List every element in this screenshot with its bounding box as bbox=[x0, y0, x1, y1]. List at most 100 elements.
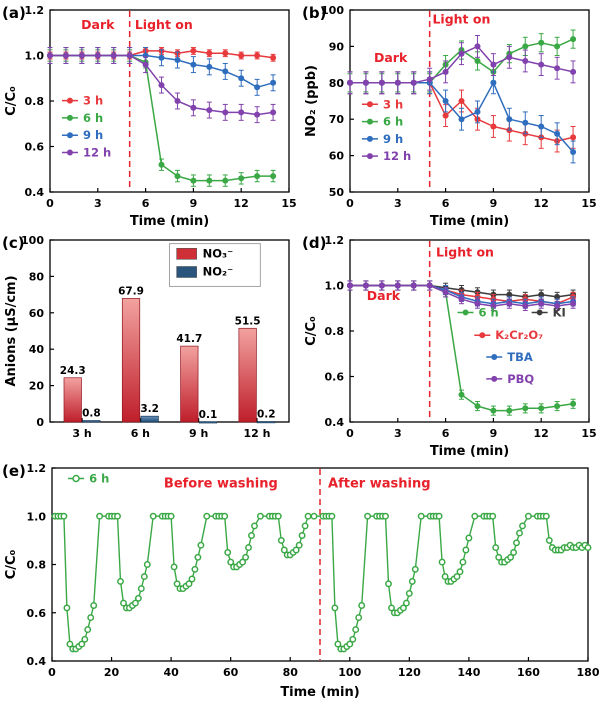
legend-item-9-h: 9 h bbox=[61, 128, 103, 142]
bar bbox=[257, 421, 276, 424]
legend-swatch bbox=[176, 266, 197, 278]
y-tick-label: 0.6 bbox=[25, 141, 45, 154]
y-tick-label: 1.0 bbox=[25, 50, 45, 63]
bar-value-label: 41.7 bbox=[176, 333, 202, 345]
legend-item-3-h: 3 h bbox=[361, 97, 403, 111]
bar bbox=[140, 415, 159, 423]
legend-item-tba: TBA bbox=[486, 350, 533, 364]
legend-label: 3 h bbox=[83, 94, 103, 108]
panel-c-plot: 3 h 6 h 9 h 12 h 0 20 40 60 80 100 Anions (μS/cm) 2… bbox=[2, 234, 290, 440]
legend-item-3-h: 3 h bbox=[61, 94, 103, 108]
y-tick-label: 0.4 bbox=[325, 416, 345, 429]
legend-label: TBA bbox=[507, 350, 533, 364]
legend-label: 9 h bbox=[83, 128, 103, 142]
y-axis-title: C/C₀ bbox=[4, 549, 19, 579]
x-tick-label: 6 bbox=[142, 197, 150, 210]
x-tick-label: 100 bbox=[338, 666, 361, 679]
y-tick-label: 50 bbox=[329, 186, 345, 199]
panel-label: (e) bbox=[2, 462, 26, 480]
legend-label: NO₂⁻ bbox=[203, 264, 234, 278]
series-6-h bbox=[51, 512, 592, 653]
x-tick-label: 12 bbox=[234, 197, 249, 210]
panel-label: (d) bbox=[302, 234, 326, 252]
panel-a-plot: 0 3 6 9 12 15 0.4 0.6 0.8 1.0 1.2 Time (min) C/C₀ 3 h… bbox=[2, 4, 297, 229]
y-tick-label: 0.4 bbox=[25, 186, 45, 199]
panel-d-plot: 0 3 6 9 12 15 0.4 0.6 0.8 1.0 1.2 Time (min) C/C₀ 6 h… bbox=[302, 234, 597, 459]
x-tick-label: 9 bbox=[190, 197, 198, 210]
legend-marker-icon bbox=[66, 114, 73, 121]
x-tick-label: 9 bbox=[490, 197, 498, 210]
bar-value-label: 24.3 bbox=[60, 365, 86, 377]
panel-label: (b) bbox=[302, 4, 326, 22]
y-tick-label: 100 bbox=[21, 234, 44, 247]
annotation: Dark bbox=[367, 288, 401, 303]
legend-label: 9 h bbox=[383, 132, 403, 146]
x-tick-label: 0 bbox=[46, 197, 54, 210]
bar-value-label: 0.8 bbox=[82, 408, 101, 420]
legend-swatch bbox=[176, 247, 197, 260]
panel-label: (c) bbox=[2, 234, 25, 252]
y-tick-label: 90 bbox=[329, 40, 345, 53]
legend-marker-icon bbox=[72, 474, 80, 483]
x-axis-title: Time (min) bbox=[280, 685, 359, 700]
y-tick-label: 1.0 bbox=[325, 280, 345, 293]
annotation: Dark bbox=[374, 50, 408, 65]
annotation: Light on bbox=[436, 244, 494, 259]
legend-label: PBQ bbox=[507, 372, 534, 386]
bar bbox=[63, 377, 82, 423]
axis-ticks: 0 20 40 60 80 100 120 140 160 180 0.4 0.6 0.8 1.0 1.2 bbox=[27, 462, 600, 679]
legend-item-12-h: 12 h bbox=[61, 146, 111, 160]
x-tick-label: 15 bbox=[581, 197, 596, 210]
legend-box bbox=[169, 243, 261, 287]
series-pbq bbox=[347, 280, 577, 312]
legend-item-6-h: 6 h bbox=[61, 111, 103, 125]
legend-marker-icon bbox=[366, 153, 373, 160]
series-12-h bbox=[347, 34, 577, 95]
legend-label: 6 h bbox=[83, 111, 103, 125]
bar-series-no: 24.3 67.9 41.7 51.5 bbox=[60, 285, 261, 423]
legend-marker-icon bbox=[491, 354, 498, 361]
legend-label: 6 h bbox=[383, 115, 403, 129]
y-tick-label: 60 bbox=[329, 150, 345, 163]
legend-marker-icon bbox=[366, 118, 373, 125]
x-tick-label: 160 bbox=[517, 666, 540, 679]
legend-label: 12 h bbox=[83, 146, 111, 160]
bar-series-no: 0.8 3.2 0.1 0.2 bbox=[82, 403, 276, 424]
x-tick-label: 120 bbox=[398, 666, 421, 679]
legend-marker-icon bbox=[536, 309, 543, 316]
y-tick-label: 0.8 bbox=[27, 559, 47, 572]
legend-item-12-h: 12 h bbox=[361, 149, 411, 163]
legend-label: K₂Cr₂O₇ bbox=[495, 328, 543, 342]
y-tick-label: 0 bbox=[36, 416, 44, 429]
y-tick-label: 0.6 bbox=[27, 607, 47, 620]
x-tick-label: 6 h bbox=[131, 427, 150, 440]
bar bbox=[121, 298, 141, 423]
legend-marker-icon bbox=[66, 132, 73, 139]
axis-ticks: 0 3 6 9 12 15 50 60 70 80 90 100 bbox=[321, 4, 597, 210]
legend-marker-icon bbox=[479, 332, 486, 339]
legend-marker-icon bbox=[462, 309, 469, 316]
bar bbox=[180, 345, 199, 423]
panel-e: 0 20 40 60 80 100 120 140 160 180 0.4 0.6 0.8 1.0 1.2 T… bbox=[0, 460, 600, 701]
annotation: Dark bbox=[81, 17, 115, 32]
panel-a: 0 3 6 9 12 15 0.4 0.6 0.8 1.0 1.2 Time (min) C/C₀ 3 h… bbox=[0, 0, 300, 230]
y-axis-title: C/C₀ bbox=[304, 316, 319, 346]
bar-value-label: 67.9 bbox=[118, 285, 144, 297]
legend-marker-icon bbox=[66, 149, 73, 156]
legend-item-6-h: 6 h bbox=[361, 115, 403, 129]
y-tick-label: 70 bbox=[329, 113, 345, 126]
series-12-h bbox=[47, 47, 277, 124]
legend-item-6-h: 6 h bbox=[68, 471, 109, 485]
y-axis-title: C/C₀ bbox=[4, 86, 19, 116]
x-tick-label: 15 bbox=[281, 197, 296, 210]
x-tick-label: 0 bbox=[346, 197, 354, 210]
annotation: Light on bbox=[432, 12, 490, 27]
legend-label: 3 h bbox=[383, 97, 403, 111]
panel-label: (a) bbox=[2, 4, 26, 22]
y-tick-label: 0.4 bbox=[27, 655, 47, 668]
panel-b: 0 3 6 9 12 15 50 60 70 80 90 100 Time (min) NO₂ (ppb)… bbox=[300, 0, 600, 230]
legend-item-6-h: 6 h bbox=[457, 305, 499, 319]
bar-value-label: 0.2 bbox=[257, 409, 276, 421]
axis-ticks: 3 h 6 h 9 h 12 h 0 20 40 60 80 100 bbox=[21, 234, 270, 440]
